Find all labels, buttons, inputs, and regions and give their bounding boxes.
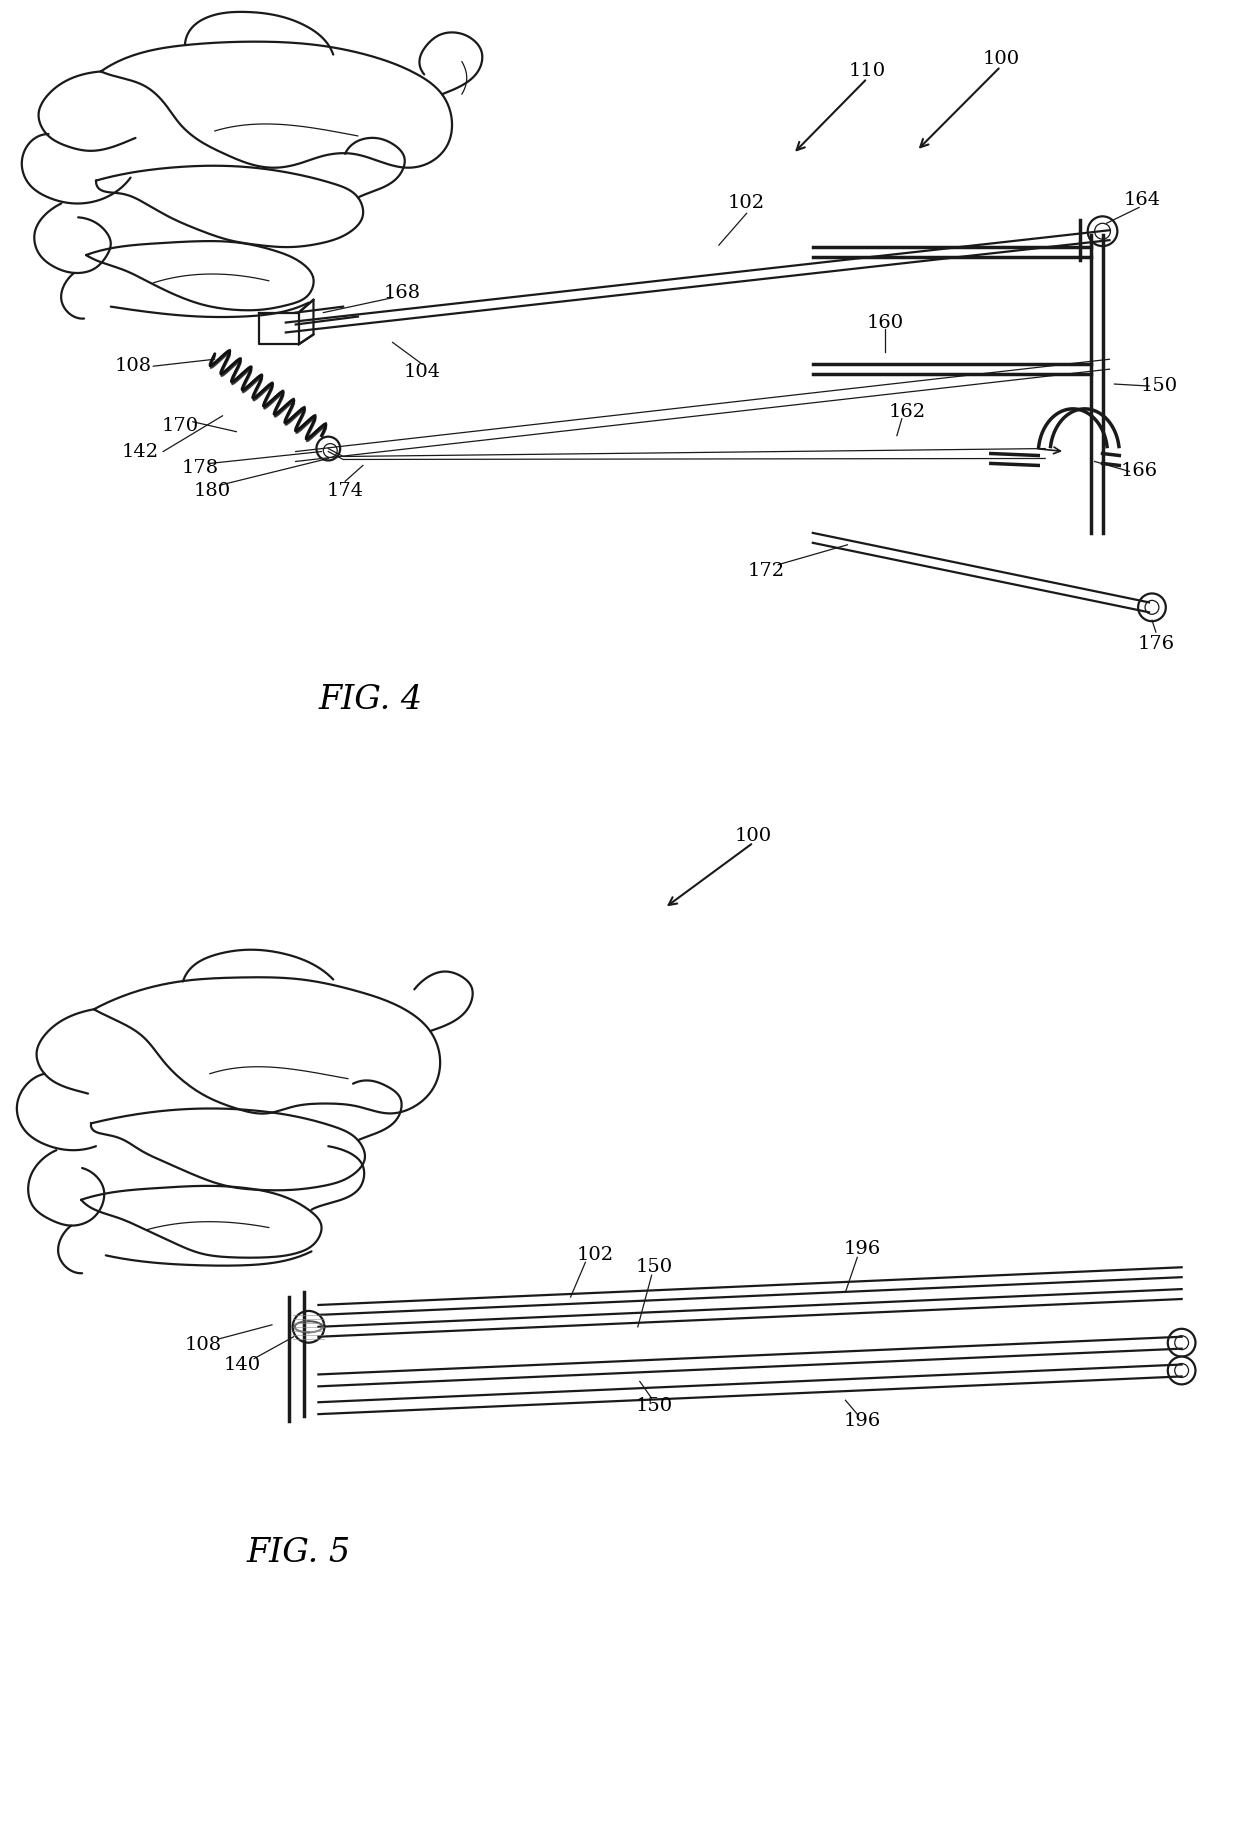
Text: 102: 102 (728, 195, 765, 213)
Circle shape (1168, 1329, 1195, 1356)
Text: 166: 166 (1121, 463, 1158, 481)
Text: 100: 100 (982, 49, 1019, 67)
Text: 196: 196 (843, 1240, 880, 1258)
Text: FIG. 5: FIG. 5 (247, 1537, 351, 1570)
Circle shape (293, 1311, 325, 1344)
Text: 102: 102 (577, 1247, 614, 1265)
Text: 150: 150 (1141, 377, 1178, 396)
Text: 172: 172 (748, 561, 785, 580)
Text: FIG. 4: FIG. 4 (319, 684, 423, 716)
Text: 150: 150 (636, 1396, 673, 1415)
Circle shape (1087, 217, 1117, 246)
Text: 110: 110 (848, 62, 885, 80)
Circle shape (1168, 1356, 1195, 1384)
Text: 168: 168 (384, 284, 422, 303)
Text: 104: 104 (404, 363, 440, 381)
Text: 108: 108 (115, 357, 153, 376)
Text: 140: 140 (223, 1356, 260, 1373)
Text: 100: 100 (735, 826, 773, 844)
Text: 180: 180 (193, 483, 231, 500)
Circle shape (1138, 594, 1166, 622)
Text: 164: 164 (1123, 191, 1161, 210)
Text: 108: 108 (185, 1336, 221, 1354)
Text: 170: 170 (161, 417, 198, 434)
Text: 174: 174 (326, 483, 363, 500)
Text: 142: 142 (122, 443, 159, 461)
Text: 150: 150 (636, 1258, 673, 1276)
Text: 176: 176 (1137, 634, 1174, 653)
Text: 162: 162 (888, 403, 925, 421)
Text: 178: 178 (181, 459, 218, 478)
Text: 196: 196 (843, 1413, 880, 1429)
Text: 160: 160 (867, 314, 904, 332)
